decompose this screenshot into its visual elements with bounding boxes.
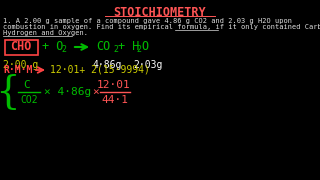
Text: 12·01: 12·01 [97,80,131,90]
Text: combustion in oxygen. Find its empirical formula, if it only contained Carbon,: combustion in oxygen. Find its empirical… [3,24,320,30]
Text: CO: CO [96,40,110,53]
Text: R·M·M: R·M·M [3,65,32,75]
Text: × 4·86g: × 4·86g [44,87,91,97]
Text: 4·86g: 4·86g [92,60,122,70]
Text: C: C [24,80,30,90]
Text: Hydrogen and Oxygen.: Hydrogen and Oxygen. [3,30,88,36]
Text: CHO: CHO [10,40,32,53]
Text: + O: + O [42,40,63,53]
Text: 44·1: 44·1 [101,95,129,105]
Text: 12·01+ 2(15·9994): 12·01+ 2(15·9994) [50,65,150,75]
Text: ×: × [92,87,99,97]
Text: 2·00 g: 2·00 g [4,60,39,70]
Text: O: O [141,40,148,53]
Text: CO2: CO2 [20,95,38,105]
Text: 2·03g: 2·03g [133,60,163,70]
Text: 2: 2 [136,44,141,53]
Text: + H: + H [118,40,140,53]
Text: 1. A 2.00 g sample of a compound gave 4.86 g CO2 and 2.03 g H2O upon: 1. A 2.00 g sample of a compound gave 4.… [3,18,292,24]
Text: {: { [0,73,20,111]
Text: 2: 2 [61,44,66,53]
Text: STOICHIOMETRY: STOICHIOMETRY [114,6,206,19]
Text: 2: 2 [113,44,118,53]
